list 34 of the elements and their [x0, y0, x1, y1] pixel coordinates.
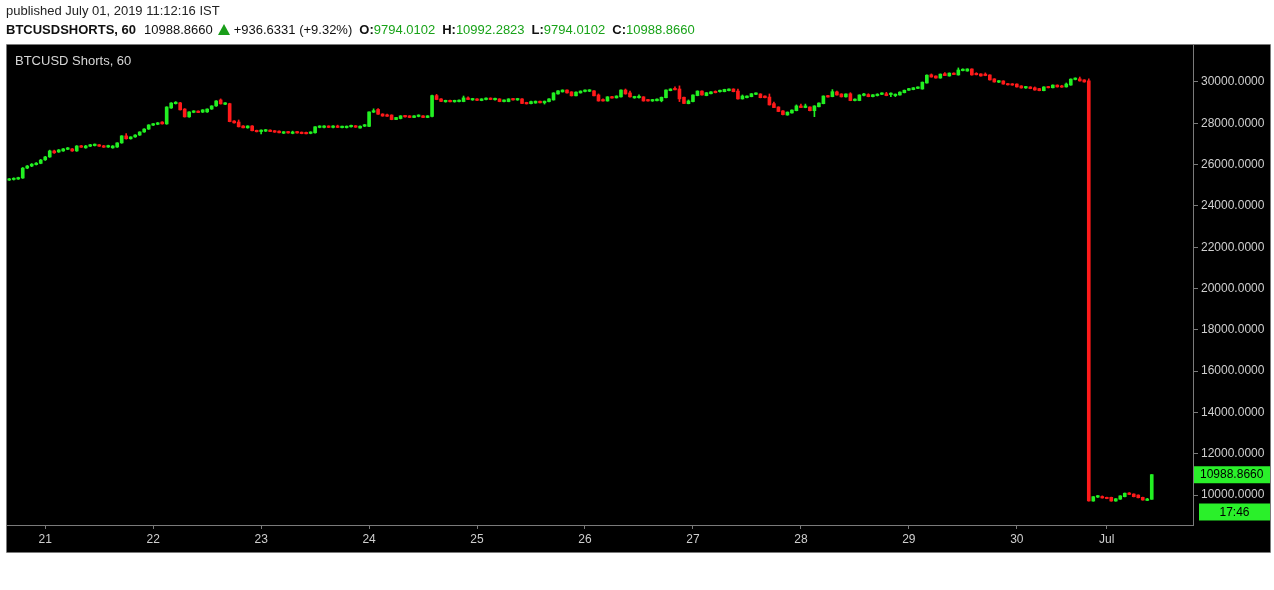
y-tick-label: 16000.0000: [1201, 363, 1265, 378]
text: C:10988.8660: [612, 22, 695, 37]
x-tick-label: 29: [902, 531, 916, 546]
x-tick-label: 24: [362, 531, 377, 546]
annotation: BTCUSD Shorts, 60: [15, 52, 132, 68]
x-tick-label: 28: [794, 531, 808, 546]
chart-subtitle: published July 01, 2019 11:12:16 IST: [6, 3, 220, 18]
y-tick-label: 18000.0000: [1201, 322, 1265, 337]
text: H:10992.2823: [442, 22, 525, 37]
chart-title: BTCUSDSHORTS, 60: [6, 22, 137, 37]
y-tick-label: 14000.0000: [1201, 404, 1265, 419]
x-tick-label: 26: [578, 531, 592, 546]
text: 10988.8660: [1200, 467, 1264, 482]
text: +936.6331 (+9.32%): [233, 22, 353, 37]
y-tick-label: 26000.0000: [1201, 156, 1265, 171]
y-tick-label: 28000.0000: [1201, 115, 1265, 130]
y-tick-label: 12000.0000: [1201, 446, 1265, 461]
text: L:9794.0102: [531, 22, 606, 37]
candlestick: [1010, 83, 1015, 86]
text: 17:46: [1219, 504, 1250, 519]
text: O:9794.0102: [359, 22, 436, 37]
x-tick-label: 22: [146, 531, 161, 546]
y-tick-label: 22000.0000: [1201, 239, 1265, 254]
x-tick-label: 30: [1010, 531, 1024, 546]
x-tick-label: 25: [470, 531, 485, 546]
y-tick-label: 10000.0000: [1201, 487, 1265, 502]
y-tick-label: 24000.0000: [1201, 198, 1265, 213]
y-tick-label: 30000.0000: [1201, 74, 1265, 89]
x-tick-label: 21: [38, 531, 53, 546]
x-tick-label: Jul: [1099, 531, 1115, 546]
y-tick-label: 20000.0000: [1201, 280, 1265, 295]
text: 10988.8660: [144, 22, 213, 37]
x-tick-label: 27: [686, 531, 700, 546]
x-tick-label: 23: [254, 531, 269, 546]
